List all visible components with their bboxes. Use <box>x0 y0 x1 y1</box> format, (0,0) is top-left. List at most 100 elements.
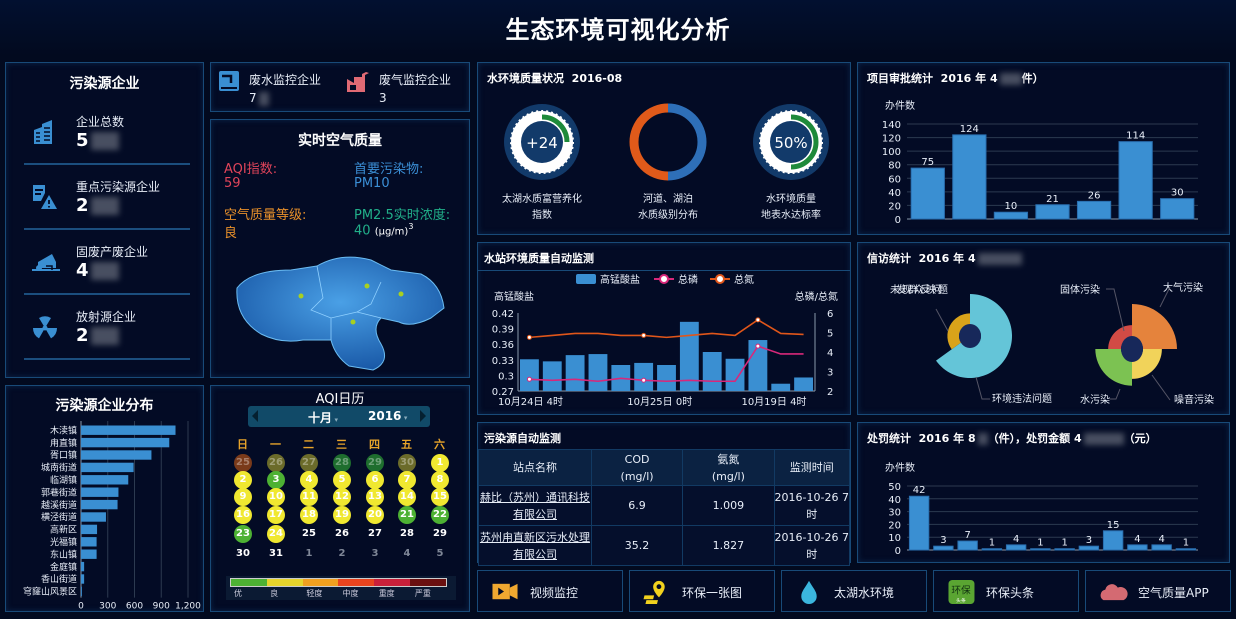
gauge-label: 水质级别分布 <box>638 209 698 221</box>
column-header: 站点名称 <box>478 449 592 486</box>
shortcut-news-app-button[interactable]: 环保 头条 环保头条 <box>933 570 1079 612</box>
gauge-value: +24 <box>526 134 558 152</box>
station-link[interactable]: 赫比（苏州）通讯科技有限公司 <box>479 490 590 521</box>
data-label: 1 <box>989 538 995 549</box>
data-point <box>755 343 761 349</box>
legend-swatch <box>338 579 375 586</box>
calendar-day[interactable]: 29 <box>433 528 447 539</box>
district-borders <box>310 265 382 340</box>
year-select[interactable]: 2016 ▾ <box>368 409 408 423</box>
calendar-day[interactable]: 4 <box>300 471 318 489</box>
monitor-point[interactable] <box>350 319 356 325</box>
pm25-unit: (μg/m) <box>374 226 409 238</box>
calendar-day[interactable]: 28 <box>333 454 351 472</box>
calendar-day[interactable]: 19 <box>333 506 351 524</box>
calendar-day[interactable]: 3 <box>267 471 285 489</box>
calendar-day[interactable]: 30 <box>236 548 250 559</box>
calendar-day[interactable]: 15 <box>431 488 449 506</box>
calendar-day[interactable]: 27 <box>368 528 382 539</box>
shortcut-cloud-button[interactable]: 空气质量APP <box>1085 570 1231 612</box>
bar <box>1127 544 1148 551</box>
monitor-point[interactable] <box>298 293 304 299</box>
slice-label: 未发现群众反映问题 <box>890 283 948 296</box>
calendar-day[interactable]: 30 <box>398 454 416 472</box>
calendar-day[interactable]: 8 <box>431 471 449 489</box>
category-label: 城南街道 <box>41 462 77 474</box>
calendar-day[interactable]: 14 <box>398 488 416 506</box>
y-tick-label: 20 <box>888 201 901 212</box>
monitor-point[interactable] <box>398 291 404 297</box>
calendar-day[interactable]: 5 <box>436 548 444 559</box>
legend-label: 良 <box>270 589 279 598</box>
month-select[interactable]: 十月 ▾ <box>308 411 338 425</box>
calendar-day[interactable]: 28 <box>400 528 414 539</box>
data-label: 4 <box>1158 534 1164 545</box>
calendar-day[interactable]: 25 <box>302 528 316 539</box>
district-map[interactable] <box>231 248 451 374</box>
next-month-button[interactable] <box>420 410 426 422</box>
monitor-point[interactable] <box>364 283 370 289</box>
approval-chart: 办件数 140 120 100 80 60 40 20 0 75 124 10 21 26 114 30 <box>882 99 1198 226</box>
shortcut-water-drop-button[interactable]: 太湖水环境 <box>781 570 927 612</box>
calendar-day[interactable]: 26 <box>335 528 349 539</box>
prev-month-button[interactable] <box>252 410 258 422</box>
calendar-day[interactable]: 17 <box>267 506 285 524</box>
distribution-panel: 污染源企业分布 0 300 600 900 1,200 木渎镇 甪直镇 胥口镇 城南街道 临湖镇郭… <box>5 385 204 612</box>
y-tick-label: 30 <box>888 508 901 519</box>
calendar-day[interactable]: 25 <box>234 454 252 472</box>
bar <box>957 540 978 551</box>
calendar-day[interactable]: 27 <box>300 454 318 472</box>
pm25-label: PM2.5实时浓度: <box>354 208 451 223</box>
legend-marker <box>659 274 669 284</box>
bar <box>81 462 134 473</box>
calendar-day[interactable]: 22 <box>431 506 449 524</box>
y-tick-label-left: 0.33 <box>492 356 514 367</box>
calendar-day[interactable]: 2 <box>338 548 346 559</box>
shortcut-map-pin-button[interactable]: 环保一张图 <box>629 570 775 612</box>
gauge-center <box>770 121 812 163</box>
calendar-day[interactable]: 4 <box>403 548 411 559</box>
calendar-day[interactable]: 10 <box>267 488 285 506</box>
map-region[interactable] <box>236 256 445 371</box>
data-point <box>526 376 532 382</box>
calendar-day[interactable]: 9 <box>234 488 252 506</box>
calendar-day[interactable]: 16 <box>234 506 252 524</box>
penalty-panel: 处罚统计 2016 年 8 （件），处罚金额 4 （元） 办件数 50 40 30 20 10… <box>857 422 1230 563</box>
calendar-day[interactable]: 18 <box>300 506 318 524</box>
calendar-day[interactable]: 31 <box>269 548 283 559</box>
shortcut-label: 环保头条 <box>986 586 1035 600</box>
legend-swatch <box>266 579 303 586</box>
category-label: 横泾街道 <box>41 511 77 523</box>
gauge-progress <box>790 114 819 170</box>
calendar-day[interactable]: 7 <box>398 471 416 489</box>
shortcut-video-camera-button[interactable]: 视频监控 <box>477 570 623 612</box>
calendar-day[interactable]: 26 <box>267 454 285 472</box>
calendar-day[interactable]: 1 <box>431 454 449 472</box>
weekday-label: 六 <box>434 438 445 451</box>
calendar-day[interactable]: 6 <box>366 471 384 489</box>
calendar-day[interactable]: 13 <box>366 488 384 506</box>
dump-truck-icon <box>32 254 60 271</box>
data-point <box>641 332 647 338</box>
calendar-day[interactable]: 24 <box>267 525 285 543</box>
calendar-day[interactable]: 12 <box>333 488 351 506</box>
calendar-day[interactable]: 20 <box>366 506 384 524</box>
station-link[interactable]: 苏州甪直新区污水处理有限公司 <box>479 530 590 561</box>
pollution-monitor-title: 污染源自动监测 <box>484 432 561 445</box>
calendar-day[interactable]: 2 <box>234 471 252 489</box>
calendar-day[interactable]: 21 <box>398 506 416 524</box>
calendar-day[interactable]: 5 <box>333 471 351 489</box>
calendar-day[interactable]: 3 <box>371 548 379 559</box>
calendar-day[interactable]: 1 <box>305 548 313 559</box>
legend-swatch <box>374 579 411 586</box>
calendar-day[interactable]: 11 <box>300 488 318 506</box>
bar <box>81 499 118 510</box>
weekday-label: 二 <box>303 438 314 451</box>
calendar-day[interactable]: 29 <box>366 454 384 472</box>
category-label: 郭巷街道 <box>41 486 77 498</box>
y-tick-label: 20 <box>888 520 901 531</box>
pm25-number: 40 <box>354 223 371 239</box>
calendar-day[interactable]: 23 <box>234 525 252 543</box>
bar <box>520 359 539 391</box>
